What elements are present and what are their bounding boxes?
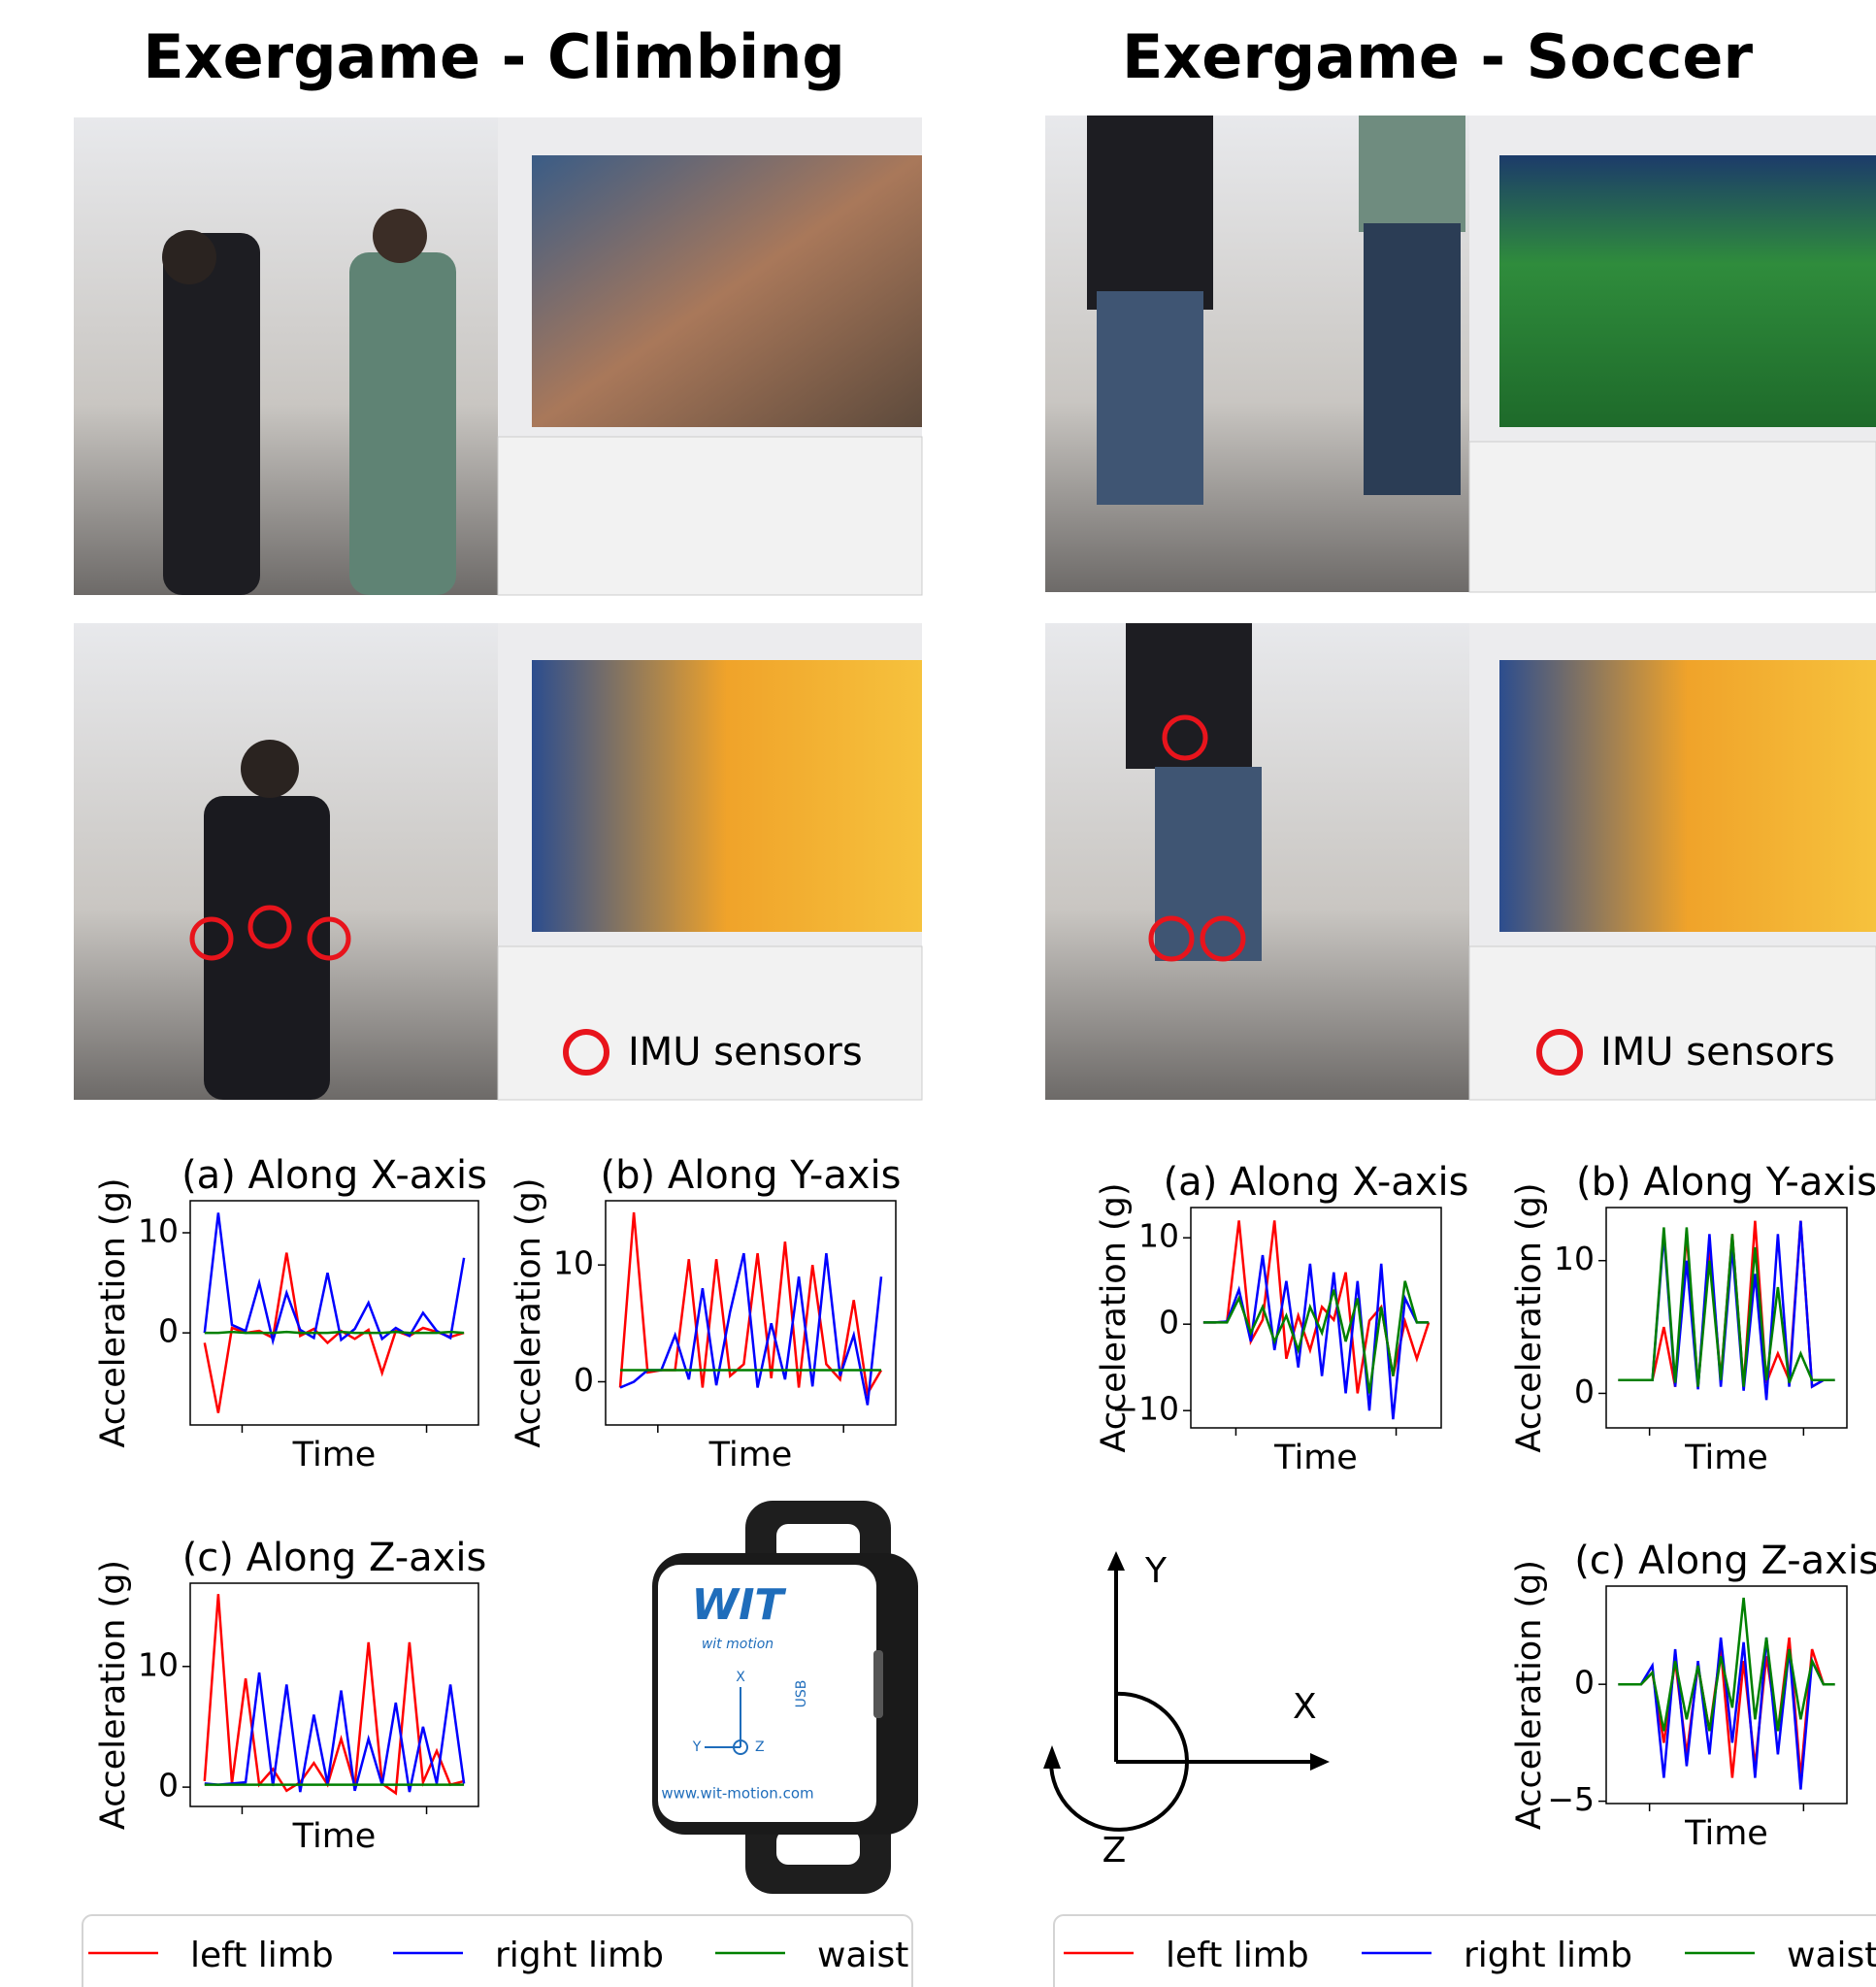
x-axis-label: Time [1684,1439,1768,1477]
sensor-port: USB [794,1680,809,1708]
y-axis-label: Acceleration (g) [94,1560,133,1830]
legend-label: waist [817,1936,908,1975]
y-tick-label: 10 [1138,1217,1179,1255]
photo-soccer-lobby: IMU sensors [1045,623,1876,1100]
y-tick-label: −5 [1547,1780,1595,1818]
chart-title: (b) Along Y-axis [1576,1160,1876,1205]
series-line [205,1332,464,1333]
y-tick-label: 10 [138,1645,179,1683]
legend-label: right limb [495,1936,664,1975]
y-tick-label: 0 [158,1767,179,1805]
imu-legend-label: IMU sensors [1600,1030,1835,1075]
x-axis-label: Time [708,1436,793,1474]
chart-title: (c) Along Z-axis [1574,1539,1876,1583]
photo-climbing-play [74,117,922,595]
panel-title: Exergame - Soccer [1122,21,1754,92]
y-axis-label: Acceleration (g) [510,1177,548,1447]
sensor-axis: Z [755,1739,765,1755]
sensor-axis: Y [692,1739,702,1755]
chart-title: (b) Along Y-axis [601,1153,902,1198]
sensor-url: www.wit-motion.com [661,1785,813,1803]
y-axis-label: Acceleration (g) [94,1177,133,1447]
page: Exergame - Climbing Exergame - Soccer IM… [0,0,1876,1987]
sensor-brand: wit motion [702,1637,773,1652]
axes-diagram [1043,1551,1330,1830]
legend-label: left limb [1166,1936,1309,1975]
figure: Exergame - Climbing Exergame - Soccer IM… [0,0,1876,1987]
plot-frame [190,1201,478,1425]
chart-title: (a) Along X-axis [1164,1160,1469,1205]
x-axis-label: Time [1684,1814,1768,1853]
x-axis-label: Time [292,1436,377,1474]
sensor-logo: WIT [692,1580,787,1630]
x-axis-label: Time [292,1817,377,1856]
axis-label: Z [1103,1831,1127,1871]
photo-climbing-lobby: IMU sensors [74,623,922,1100]
x-axis-label: Time [1273,1439,1358,1477]
axis-label: X [1293,1687,1317,1727]
imu-sensor-device: WIT wit motion USB X Y Z www.wit-motion.… [652,1501,918,1894]
y-tick-label: 0 [1574,1373,1595,1410]
photo-soccer-play [1045,116,1876,592]
y-tick-label: 10 [553,1244,594,1282]
sensor-axis: X [736,1670,745,1685]
y-tick-label: 10 [1554,1240,1595,1277]
y-tick-label: 0 [1574,1664,1595,1702]
y-tick-label: 0 [1159,1304,1179,1341]
imu-legend-label: IMU sensors [628,1030,863,1075]
legend-label: left limb [190,1936,334,1975]
y-axis-label: Acceleration (g) [1510,1182,1549,1452]
y-tick-label: 0 [574,1361,594,1399]
legend-label: waist [1787,1936,1876,1975]
y-tick-label: 10 [138,1212,179,1250]
panel-title: Exergame - Climbing [143,21,845,92]
chart-title: (c) Along Z-axis [182,1536,487,1580]
y-tick-label: 0 [158,1312,179,1350]
y-axis-label: Acceleration (g) [1095,1182,1134,1452]
legend-label: right limb [1464,1936,1632,1975]
chart-title: (a) Along X-axis [181,1153,487,1198]
y-axis-label: Acceleration (g) [1510,1560,1549,1830]
axis-label: Y [1144,1551,1168,1591]
